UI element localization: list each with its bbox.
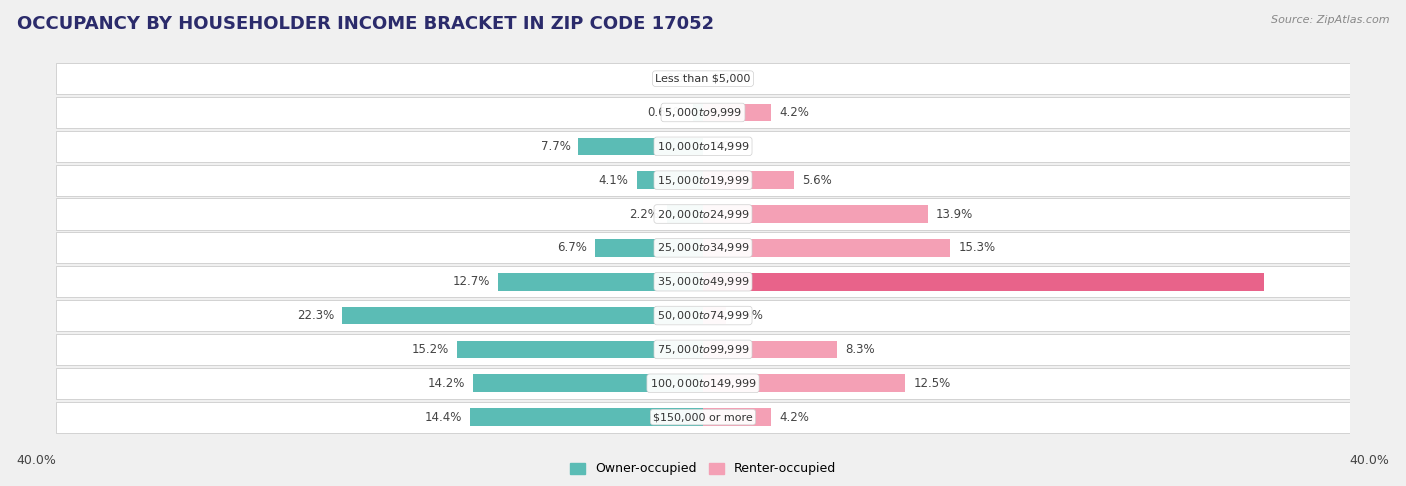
Text: 14.4%: 14.4%	[425, 411, 463, 424]
Text: 0.0%: 0.0%	[711, 140, 741, 153]
Text: 40.0%: 40.0%	[1350, 453, 1389, 467]
Text: 6.7%: 6.7%	[557, 242, 586, 254]
Text: $150,000 or more: $150,000 or more	[654, 412, 752, 422]
Bar	[56, 334, 1350, 365]
Text: 13.9%: 13.9%	[936, 208, 973, 221]
Bar	[703, 104, 770, 122]
Bar	[637, 172, 703, 189]
Text: 7.7%: 7.7%	[540, 140, 571, 153]
Text: $100,000 to $149,999: $100,000 to $149,999	[650, 377, 756, 390]
Bar	[595, 239, 703, 257]
Text: 8.3%: 8.3%	[845, 343, 875, 356]
Text: 0.0%: 0.0%	[665, 72, 695, 85]
Text: 4.2%: 4.2%	[779, 106, 808, 119]
Text: Less than $5,000: Less than $5,000	[655, 73, 751, 84]
Bar	[668, 205, 703, 223]
Bar	[56, 368, 1350, 399]
Bar	[56, 131, 1350, 162]
Text: $10,000 to $14,999: $10,000 to $14,999	[657, 140, 749, 153]
Text: OCCUPANCY BY HOUSEHOLDER INCOME BRACKET IN ZIP CODE 17052: OCCUPANCY BY HOUSEHOLDER INCOME BRACKET …	[17, 15, 714, 33]
Bar	[703, 172, 793, 189]
Text: Source: ZipAtlas.com: Source: ZipAtlas.com	[1271, 15, 1389, 25]
Bar	[474, 374, 703, 392]
Text: 15.2%: 15.2%	[412, 343, 449, 356]
Bar	[578, 138, 703, 155]
Text: $15,000 to $19,999: $15,000 to $19,999	[657, 174, 749, 187]
Bar	[56, 97, 1350, 128]
Bar	[56, 232, 1350, 263]
Bar	[703, 239, 950, 257]
Bar	[470, 408, 703, 426]
Text: $5,000 to $9,999: $5,000 to $9,999	[664, 106, 742, 119]
Bar	[457, 341, 703, 358]
Text: 40.0%: 40.0%	[17, 453, 56, 467]
Bar	[56, 165, 1350, 196]
Text: 1.4%: 1.4%	[734, 309, 763, 322]
Text: 0.0%: 0.0%	[711, 72, 741, 85]
Bar	[56, 401, 1350, 433]
Text: 0.64%: 0.64%	[647, 106, 685, 119]
Text: 12.5%: 12.5%	[914, 377, 950, 390]
Bar	[703, 408, 770, 426]
Bar	[693, 104, 703, 122]
Text: $20,000 to $24,999: $20,000 to $24,999	[657, 208, 749, 221]
Text: 15.3%: 15.3%	[959, 242, 995, 254]
Bar	[56, 198, 1350, 229]
Bar	[56, 300, 1350, 331]
Text: 12.7%: 12.7%	[453, 275, 489, 288]
Text: 22.3%: 22.3%	[297, 309, 335, 322]
Bar	[56, 63, 1350, 94]
Bar	[56, 266, 1350, 297]
Text: 14.2%: 14.2%	[427, 377, 465, 390]
Bar	[703, 374, 905, 392]
Bar	[703, 273, 1264, 291]
Text: $50,000 to $74,999: $50,000 to $74,999	[657, 309, 749, 322]
Legend: Owner-occupied, Renter-occupied: Owner-occupied, Renter-occupied	[565, 457, 841, 481]
Bar	[498, 273, 703, 291]
Text: 2.2%: 2.2%	[630, 208, 659, 221]
Text: 5.6%: 5.6%	[801, 174, 831, 187]
Bar	[343, 307, 703, 324]
Text: 4.1%: 4.1%	[599, 174, 628, 187]
Text: 4.2%: 4.2%	[779, 411, 808, 424]
Text: $75,000 to $99,999: $75,000 to $99,999	[657, 343, 749, 356]
Bar	[703, 205, 928, 223]
Text: $35,000 to $49,999: $35,000 to $49,999	[657, 275, 749, 288]
Text: $25,000 to $34,999: $25,000 to $34,999	[657, 242, 749, 254]
Bar	[703, 307, 725, 324]
Bar	[703, 341, 837, 358]
Text: 34.7%: 34.7%	[1296, 275, 1337, 288]
